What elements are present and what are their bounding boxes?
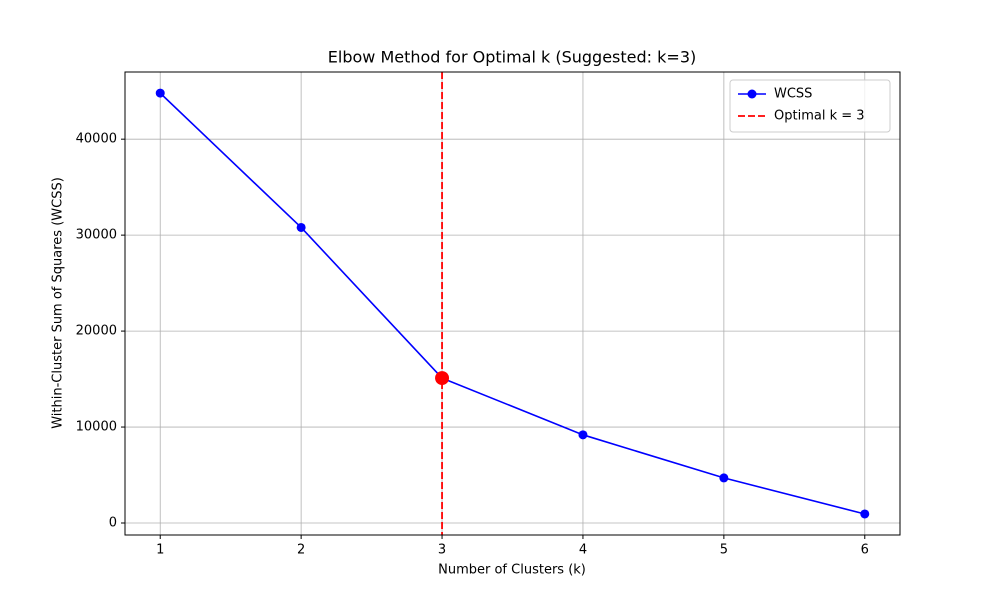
- x-tick-label: 6: [861, 543, 869, 558]
- x-tick-label: 1: [156, 543, 164, 558]
- y-tick-label: 10000: [76, 420, 117, 435]
- series-line: [159, 92, 865, 515]
- y-tick-label: 0: [109, 516, 117, 531]
- point: [155, 88, 165, 98]
- point: [296, 222, 306, 232]
- legend-box: [729, 79, 891, 133]
- x-tick-label: 3: [438, 543, 446, 558]
- point: [719, 473, 729, 483]
- x-tick-label: 5: [720, 543, 728, 558]
- axes-frame: [124, 71, 901, 536]
- point: [578, 430, 588, 440]
- y-axis-label: Within-Cluster Sum of Squares (WCSS): [51, 177, 66, 429]
- y-tick-label: 40000: [76, 132, 117, 147]
- y-tick-label: 20000: [76, 324, 117, 339]
- optimal-k-point: [435, 371, 450, 386]
- chart-title: Elbow Method for Optimal k (Suggested: k…: [328, 48, 696, 67]
- legend-label: Optimal k = 3: [774, 109, 865, 124]
- x-tick-label: 2: [297, 543, 305, 558]
- y-tick-label: 30000: [76, 228, 117, 243]
- point: [860, 509, 870, 519]
- x-tick-label: 4: [579, 543, 587, 558]
- x-axis-label: Number of Clusters (k): [438, 563, 586, 578]
- legend-swatch-marker: [747, 89, 757, 99]
- legend-label: WCSS: [774, 87, 812, 102]
